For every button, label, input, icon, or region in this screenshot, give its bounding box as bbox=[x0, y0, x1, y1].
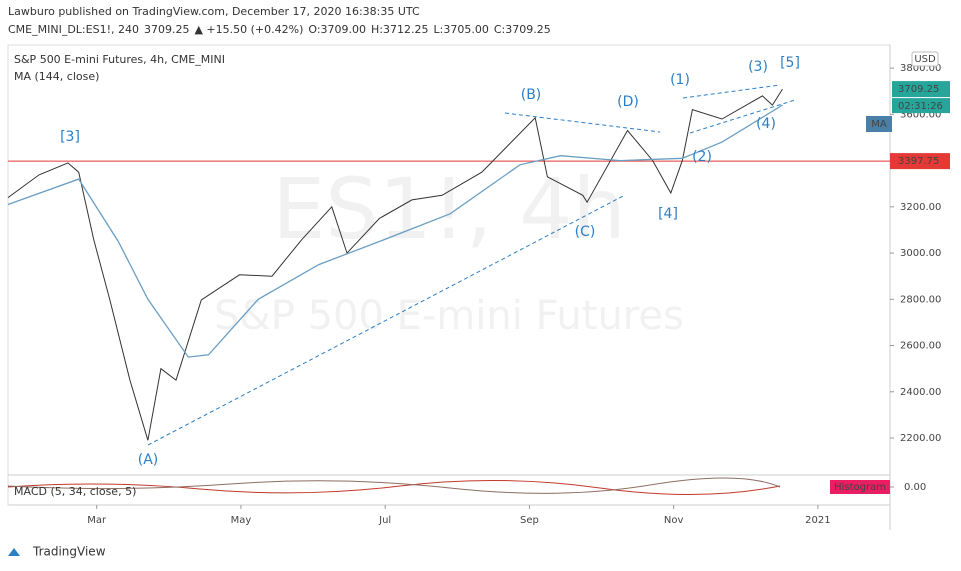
moving-average bbox=[7, 104, 783, 358]
trend-line bbox=[682, 84, 781, 99]
hline-label: 3397.75 bbox=[898, 156, 939, 167]
footer-logo: TradingView bbox=[8, 545, 106, 559]
currency-box bbox=[911, 51, 939, 67]
y-tick-label: 2200.00 bbox=[900, 433, 941, 444]
watermark: ES1!, 4h bbox=[272, 160, 626, 258]
wave-label: (4) bbox=[756, 116, 776, 132]
y-tick-label: 2800.00 bbox=[900, 294, 941, 305]
currency: USD bbox=[914, 54, 936, 65]
ma-tag-label: MA bbox=[871, 119, 887, 130]
ohlc-value: 3709.00 bbox=[321, 23, 367, 36]
wave-label: (1) bbox=[670, 72, 690, 88]
ohlc-label: C: bbox=[494, 23, 505, 36]
legend-entry: S&P 500 E-mini Futures, 4h, CME_MINI bbox=[14, 53, 225, 66]
x-tick-label: Sep bbox=[520, 515, 539, 526]
y-tick-label: 3800.00 bbox=[900, 63, 941, 74]
macd-line bbox=[7, 479, 781, 495]
ohlc-value: 3712.25 bbox=[383, 23, 429, 36]
x-tick-label: Nov bbox=[664, 515, 684, 526]
price-line bbox=[7, 88, 783, 441]
wave-label: [3] bbox=[60, 129, 80, 145]
change: ▲ +15.50 (+0.42%) bbox=[194, 23, 303, 36]
x-tick-label: Mar bbox=[87, 515, 107, 526]
hline-tag bbox=[890, 153, 950, 170]
ma-tag bbox=[866, 116, 892, 132]
x-tick-label: May bbox=[231, 515, 252, 526]
histogram-tag-label: Histogram bbox=[834, 482, 886, 493]
y-tick-label: 2400.00 bbox=[900, 387, 941, 398]
wave-label: (D) bbox=[617, 94, 639, 110]
trend-line bbox=[147, 194, 626, 446]
histogram-tag bbox=[830, 480, 890, 494]
countdown: 02:31:26 bbox=[898, 101, 943, 112]
wave-label: (B) bbox=[521, 87, 542, 103]
logo-icon bbox=[8, 548, 20, 556]
last-price: 3709.25 bbox=[144, 23, 190, 36]
publisher: Lawburo published on TradingView.com, De… bbox=[8, 5, 420, 18]
signal-line bbox=[7, 477, 781, 494]
trend-line bbox=[689, 99, 796, 134]
footer-text: TradingView bbox=[32, 545, 106, 559]
ohlc-label: H: bbox=[371, 23, 383, 36]
legend-entry: MA (144, close) bbox=[14, 70, 99, 83]
macd-title: MACD (5, 34, close, 5) bbox=[14, 485, 136, 498]
wave-label: [5] bbox=[780, 55, 800, 71]
macd-zero-label: 0.00 bbox=[904, 482, 926, 493]
y-tick-label: 2600.00 bbox=[900, 341, 941, 352]
ohlc-value: 3709.25 bbox=[505, 23, 551, 36]
ohlc-label: O: bbox=[308, 23, 320, 36]
x-tick-label: Jul bbox=[378, 515, 391, 526]
y-tick-label: 3000.00 bbox=[900, 248, 941, 259]
last-price-label: 3709.25 bbox=[898, 84, 939, 95]
wave-label: (C) bbox=[575, 224, 596, 240]
last-price-tag bbox=[892, 81, 950, 98]
countdown-tag bbox=[892, 98, 950, 114]
ohlc-value: 3705.00 bbox=[443, 23, 489, 36]
y-tick-label: 3200.00 bbox=[900, 202, 941, 213]
trend-lines bbox=[147, 84, 796, 446]
wave-label: [4] bbox=[658, 206, 678, 222]
watermark: S&P 500 E-mini Futures bbox=[214, 293, 684, 339]
wave-label: (2) bbox=[692, 149, 712, 165]
symbol: CME_MINI_DL:ES1!, 240 bbox=[8, 23, 139, 36]
x-tick-label: 2021 bbox=[805, 515, 830, 526]
wave-label: (3) bbox=[748, 59, 768, 75]
y-tick-label: 3600.00 bbox=[900, 109, 941, 120]
wave-label: (A) bbox=[138, 452, 159, 468]
ohlc-label: L: bbox=[434, 23, 444, 36]
trend-line bbox=[504, 112, 661, 133]
